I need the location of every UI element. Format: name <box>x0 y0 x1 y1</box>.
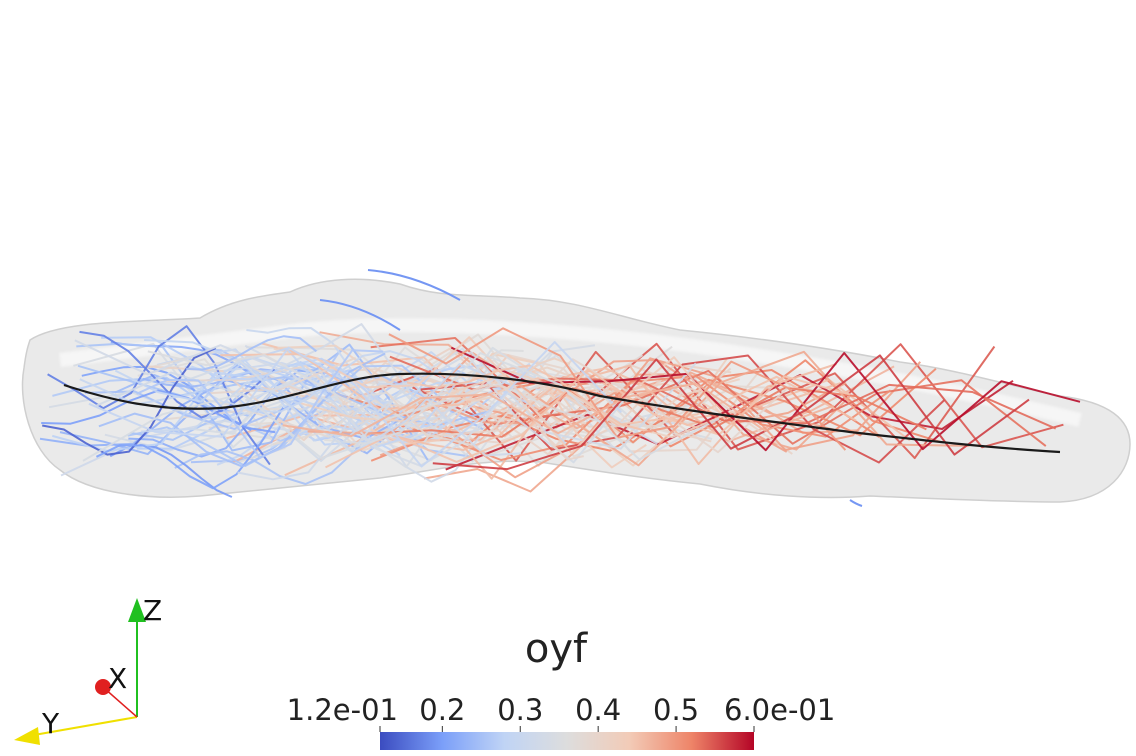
streamline <box>324 390 499 445</box>
streamline <box>41 389 276 434</box>
streamline <box>367 269 461 301</box>
streamline <box>849 499 863 507</box>
streamline <box>369 354 647 469</box>
scalar-bar-tick-label: 0.5 <box>653 693 699 727</box>
scalar-bar-tick-label: 6.0e-01 <box>724 693 835 727</box>
scalar-bar-title: oyf <box>525 626 588 672</box>
scalar-bar-tick-label: 0.3 <box>497 693 543 727</box>
scalar-bar-gradient <box>380 732 754 750</box>
streamline <box>401 359 941 448</box>
x-axis-line <box>103 687 138 718</box>
streamline <box>88 341 623 468</box>
streamline <box>445 357 571 402</box>
streamline <box>272 372 682 448</box>
streamline <box>79 330 276 419</box>
streamline <box>370 375 892 462</box>
z-axis-label: Z <box>143 594 162 627</box>
streamline <box>261 378 724 427</box>
y-axis-line <box>33 716 138 736</box>
z-axis-arrowhead <box>128 598 146 622</box>
streamlines-group <box>39 269 1081 507</box>
x-axis-label: X <box>108 662 127 695</box>
streamline <box>282 382 835 437</box>
scalar-bar-ticks <box>379 726 755 732</box>
streamline <box>319 299 401 331</box>
orientation-axes: Z X Y <box>14 594 162 745</box>
streamline <box>186 335 318 371</box>
vessel-centerline <box>63 372 1061 454</box>
scalar-bar-tick-label: 0.4 <box>575 693 621 727</box>
streamline <box>98 352 386 468</box>
streamline <box>315 336 727 455</box>
y-axis-arrowhead <box>14 727 40 745</box>
y-axis-label: Y <box>41 707 60 740</box>
streamline <box>325 368 851 469</box>
scalar-bar: oyf 1.2e-01 0.2 0.3 0.4 0.5 6.0e-01 <box>287 626 836 750</box>
streamline <box>74 339 658 445</box>
streamline <box>220 353 857 426</box>
streamline <box>454 384 584 461</box>
scalar-bar-tick-label: 1.2e-01 <box>287 693 398 727</box>
streamline <box>299 371 726 439</box>
streamline <box>82 352 720 462</box>
streamline <box>169 361 427 443</box>
streamline <box>280 347 732 453</box>
x-axis-arrowhead <box>95 679 111 695</box>
streamline <box>237 382 522 481</box>
scalar-bar-tick-labels: 1.2e-01 0.2 0.3 0.4 0.5 6.0e-01 <box>287 693 836 727</box>
streamline <box>432 354 1030 471</box>
streamline <box>95 407 285 490</box>
streamline <box>136 349 384 459</box>
scalar-bar-tick-label: 0.2 <box>419 693 465 727</box>
streamline <box>229 351 765 453</box>
streamline <box>52 363 489 452</box>
